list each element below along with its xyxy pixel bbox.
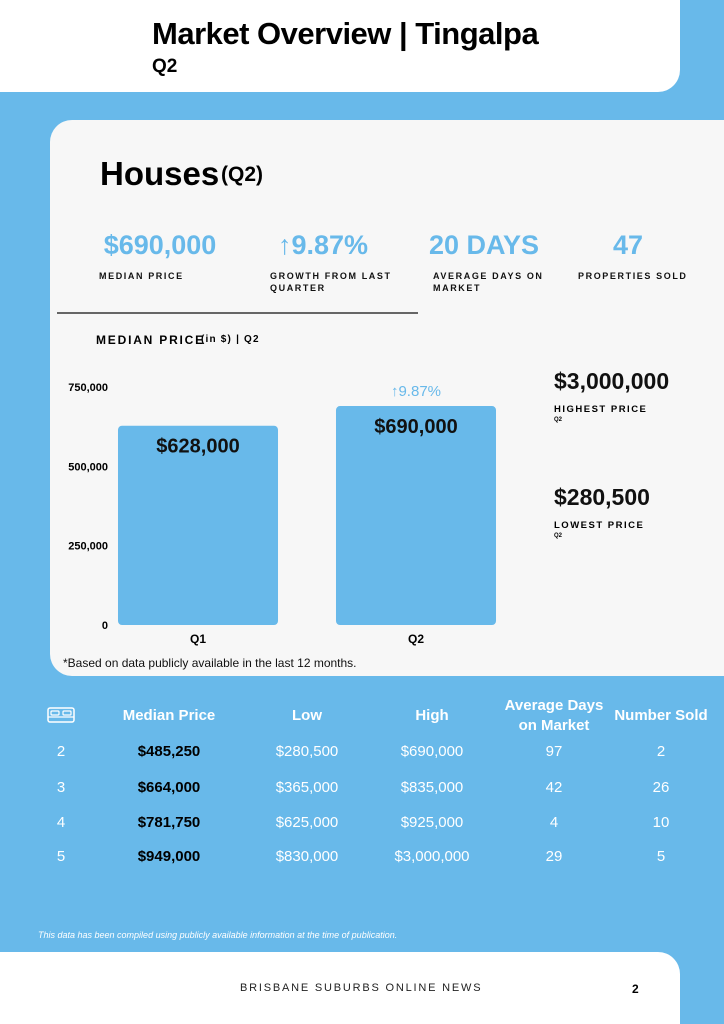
value-label: $628,000 [156, 436, 239, 458]
extreme-label: HIGHEST PRICE [554, 404, 648, 415]
extreme-label: LOWEST PRICE [554, 520, 645, 531]
table-header: Median Price [122, 707, 216, 724]
table-cell: 42 [545, 779, 563, 796]
table-cell: $949,000 [137, 848, 201, 865]
extreme-period: Q2 [554, 417, 563, 423]
y-tick-label: 0 [102, 620, 108, 632]
stat-value: 20 DAYS [428, 230, 540, 260]
table-cell: $664,000 [137, 779, 201, 796]
table-cell: $365,000 [275, 779, 339, 796]
annotation: ↑9.87% [391, 383, 441, 400]
table-cell: 3 [56, 779, 66, 796]
chart-title: MEDIAN PRICE [96, 333, 205, 347]
page-number: 2 [632, 982, 639, 996]
value-label: $690,000 [374, 416, 457, 438]
section-title: Houses [100, 155, 220, 192]
bed-icon [47, 707, 75, 723]
y-tick-label: 500,000 [68, 461, 108, 473]
extreme-value: $280,500 [554, 484, 650, 510]
table-cell: $280,500 [275, 743, 339, 760]
stat-label: AVERAGE DAYS ON MARKET [433, 271, 544, 293]
table-cell: 10 [652, 814, 670, 831]
table-header: Average Days on Market [504, 697, 604, 734]
extreme-period: Q2 [554, 533, 563, 539]
table-header: Number Sold [614, 707, 708, 724]
chart-note: *Based on data publicly available in the… [63, 656, 357, 670]
table-cell: $925,000 [400, 814, 464, 831]
table-cell: $625,000 [275, 814, 339, 831]
footer-panel [0, 952, 680, 1024]
table-header: Low [292, 707, 322, 724]
x-tick-label: Q1 [190, 632, 206, 646]
table-cell: $690,000 [400, 743, 464, 760]
page-title: Market Overview | Tingalpa [152, 16, 539, 51]
section-period: (Q2) [221, 163, 263, 186]
stat-value: $690,000 [103, 230, 217, 260]
y-tick-label: 750,000 [68, 382, 108, 394]
bar [117, 425, 279, 625]
table-cell: 97 [545, 743, 563, 760]
table-cell: 26 [652, 779, 670, 796]
stat-label: MEDIAN PRICE [99, 271, 184, 281]
table-cell: 5 [656, 848, 666, 865]
stat-value: ↑9.87% [277, 230, 369, 260]
extreme-value: $3,000,000 [554, 368, 670, 394]
table-cell: 4 [549, 814, 559, 831]
table-cell: 2 [56, 743, 66, 760]
table-cell: $835,000 [400, 779, 464, 796]
divider [57, 312, 418, 314]
table-cell: $485,250 [137, 743, 201, 760]
publication: BRISBANE SUBURBS ONLINE NEWS [240, 982, 483, 994]
table-cell: $3,000,000 [394, 848, 470, 865]
chart-subtitle: (in $) | Q2 [201, 334, 260, 345]
table-cell: 2 [656, 743, 666, 760]
stat-label: PROPERTIES SOLD [578, 271, 688, 281]
table-cell: $830,000 [275, 848, 339, 865]
stat-value: 47 [612, 230, 644, 260]
stat-label: GROWTH FROM LAST QUARTER [270, 271, 392, 293]
bar [335, 406, 497, 625]
table-cell: 5 [56, 848, 66, 865]
y-tick-label: 250,000 [68, 541, 108, 553]
table-header: High [415, 707, 449, 724]
header-panel [0, 0, 680, 92]
x-tick-label: Q2 [408, 632, 424, 646]
disclaimer: This data has been compiled using public… [38, 930, 398, 940]
table-cell: 4 [56, 814, 66, 831]
page-subtitle: Q2 [152, 56, 178, 77]
table-cell: 29 [545, 848, 563, 865]
table-cell: $781,750 [137, 814, 201, 831]
